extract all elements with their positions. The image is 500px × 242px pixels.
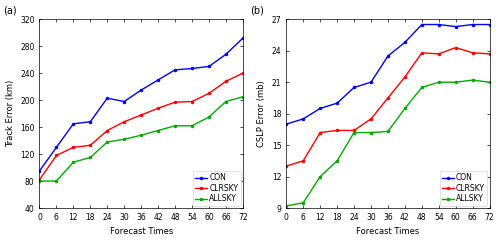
ALLSKY: [189, 124, 195, 127]
CON: [206, 65, 212, 68]
X-axis label: Forecast Times: Forecast Times: [110, 227, 173, 236]
ALLSKY: [334, 159, 340, 162]
Y-axis label: CSLP Error (mb): CSLP Error (mb): [257, 80, 266, 147]
CLRSKY: [104, 129, 110, 132]
CON: [240, 37, 246, 40]
Text: (b): (b): [250, 6, 264, 15]
CON: [223, 53, 229, 56]
X-axis label: Forecast Times: Forecast Times: [356, 227, 420, 236]
ALLSKY: [172, 124, 178, 127]
CON: [368, 81, 374, 84]
CLRSKY: [334, 129, 340, 132]
CON: [155, 78, 161, 81]
CLRSKY: [54, 154, 60, 157]
ALLSKY: [436, 81, 442, 84]
Text: (a): (a): [3, 6, 16, 15]
Line: CON: CON: [38, 37, 244, 172]
ALLSKY: [351, 131, 357, 134]
ALLSKY: [54, 180, 60, 182]
ALLSKY: [88, 156, 94, 159]
CON: [284, 123, 290, 126]
CLRSKY: [189, 100, 195, 103]
CLRSKY: [223, 80, 229, 83]
Line: ALLSKY: ALLSKY: [285, 79, 490, 207]
CON: [36, 169, 43, 172]
CON: [385, 54, 391, 57]
CON: [121, 100, 127, 103]
CLRSKY: [88, 144, 94, 147]
CON: [470, 23, 476, 26]
CON: [486, 23, 492, 26]
CON: [351, 86, 357, 89]
CLRSKY: [436, 53, 442, 55]
ALLSKY: [206, 116, 212, 119]
ALLSKY: [70, 161, 76, 164]
CLRSKY: [317, 131, 323, 134]
CLRSKY: [452, 46, 458, 49]
CLRSKY: [240, 72, 246, 75]
Line: ALLSKY: ALLSKY: [38, 96, 244, 182]
CON: [334, 102, 340, 105]
CLRSKY: [486, 53, 492, 55]
CON: [88, 120, 94, 123]
CON: [54, 146, 60, 149]
Line: CLRSKY: CLRSKY: [38, 72, 244, 181]
CLRSKY: [419, 51, 425, 54]
ALLSKY: [452, 81, 458, 84]
ALLSKY: [155, 129, 161, 132]
CON: [189, 67, 195, 70]
CON: [436, 23, 442, 26]
CON: [419, 23, 425, 26]
CLRSKY: [121, 120, 127, 123]
CLRSKY: [385, 97, 391, 99]
ALLSKY: [300, 201, 306, 204]
CON: [317, 107, 323, 110]
CON: [70, 122, 76, 125]
ALLSKY: [419, 86, 425, 89]
ALLSKY: [402, 107, 408, 110]
ALLSKY: [486, 81, 492, 84]
Y-axis label: Track Error (km): Track Error (km): [6, 80, 15, 147]
CLRSKY: [155, 107, 161, 110]
CON: [104, 97, 110, 100]
Line: CON: CON: [285, 23, 490, 125]
ALLSKY: [368, 131, 374, 134]
CON: [300, 117, 306, 120]
CLRSKY: [470, 51, 476, 54]
Line: CLRSKY: CLRSKY: [285, 46, 490, 167]
ALLSKY: [284, 204, 290, 207]
CLRSKY: [368, 117, 374, 120]
CON: [138, 89, 144, 91]
CLRSKY: [172, 101, 178, 104]
ALLSKY: [240, 95, 246, 98]
ALLSKY: [121, 138, 127, 141]
ALLSKY: [385, 130, 391, 133]
ALLSKY: [138, 134, 144, 137]
CLRSKY: [36, 178, 43, 181]
CLRSKY: [300, 159, 306, 162]
CON: [452, 25, 458, 28]
CON: [172, 68, 178, 71]
CON: [402, 41, 408, 44]
Legend: CON, CLRSKY, ALLSKY: CON, CLRSKY, ALLSKY: [193, 171, 240, 206]
ALLSKY: [104, 141, 110, 144]
CLRSKY: [138, 113, 144, 116]
Legend: CON, CLRSKY, ALLSKY: CON, CLRSKY, ALLSKY: [440, 171, 488, 206]
CLRSKY: [351, 129, 357, 132]
ALLSKY: [223, 100, 229, 103]
CLRSKY: [284, 165, 290, 167]
CLRSKY: [206, 92, 212, 95]
CLRSKY: [402, 76, 408, 78]
ALLSKY: [36, 180, 43, 182]
ALLSKY: [317, 175, 323, 178]
ALLSKY: [470, 79, 476, 82]
CLRSKY: [70, 146, 76, 149]
